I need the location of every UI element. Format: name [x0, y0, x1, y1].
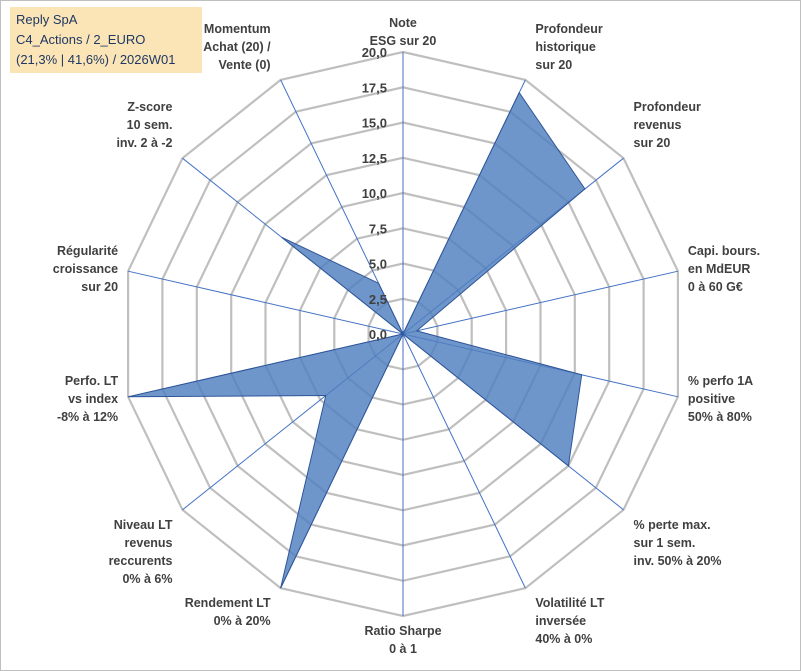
axis-label: Ratio Sharpe 0 à 1	[364, 624, 441, 656]
chart-title-stats: (21,3% | 41,6%) / 2026W01	[16, 52, 176, 67]
axis-label: Momentum Achat (20) / Vente (0)	[203, 22, 271, 72]
tick-label: 20,0	[362, 45, 387, 60]
chart-title-category: C4_Actions / 2_EURO	[16, 32, 146, 47]
axis-label-line: croissance	[53, 262, 118, 276]
axis-label-line: Note	[389, 16, 417, 30]
axis-label-line: Profondeur	[535, 22, 602, 36]
axis-spoke	[402, 333, 526, 589]
axis-label-line: Achat (20) /	[203, 40, 271, 54]
axis-label-line: 0 à 60 G€	[688, 280, 743, 294]
tick-label: 7,5	[369, 221, 387, 236]
axis-label-line: Ratio Sharpe	[364, 624, 441, 638]
axis-label: Régularité croissance sur 20	[53, 244, 118, 294]
chart-title-company: Reply SpA	[16, 12, 78, 27]
axis-label: % perfo 1A positive 50% à 80%	[688, 374, 753, 424]
axis-label: Niveau LT revenus reccurents 0% à 6%	[109, 518, 173, 586]
axis-label-line: historique	[535, 40, 595, 54]
axis-label-line: 40% à 0%	[535, 632, 592, 646]
axis-label-line: % perfo 1A	[688, 374, 753, 388]
axis-label-line: Rendement LT	[185, 596, 271, 610]
axis-label: Note ESG sur 20	[370, 16, 437, 48]
axis-label-line: Vente (0)	[218, 58, 270, 72]
axis-labels: Note ESG sur 20 Profondeur historique sur 20…	[53, 16, 760, 656]
axis-label: Capi. bours. en MdEUR 0 à 60 G€	[688, 244, 760, 294]
axis-label: Z-score 10 sem. inv. 2 à -2	[116, 100, 172, 150]
radial-tick-labels: 0,0 2,5 5,0 7,5 10,0 12,5 15,0 17,5 20,0	[362, 45, 387, 342]
chart-title-box: Reply SpA C4_Actions / 2_EURO (21,3% | 4…	[10, 7, 202, 73]
tick-label: 15,0	[362, 116, 387, 131]
axis-label-line: Momentum	[204, 22, 271, 36]
axis-label-line: Volatilité LT	[535, 596, 604, 610]
tick-label: 17,5	[362, 80, 387, 95]
tick-label: 0,0	[369, 327, 387, 342]
axis-label: % perte max. sur 1 sem. inv. 50% à 20%	[634, 518, 722, 568]
axis-label: Volatilité LT inversée 40% à 0%	[535, 596, 604, 646]
axis-label-line: sur 20	[81, 280, 118, 294]
axis-label: Rendement LT 0% à 20%	[185, 596, 271, 628]
axis-label-line: -8% à 12%	[57, 410, 118, 424]
tick-label: 5,0	[369, 257, 387, 272]
axis-label-line: positive	[688, 392, 735, 406]
axis-label-line: % perte max.	[634, 518, 711, 532]
axis-label-line: 0 à 1	[389, 642, 417, 656]
axis-label-line: Z-score	[127, 100, 172, 114]
axis-label-line: en MdEUR	[688, 262, 751, 276]
axis-label-line: sur 1 sem.	[634, 536, 696, 550]
axis-label: Perfo. LT vs index -8% à 12%	[57, 374, 119, 424]
radar-series	[127, 91, 586, 589]
axis-label-line: 50% à 80%	[688, 410, 752, 424]
axis-label-line: inversée	[535, 614, 586, 628]
axis-label-line: inv. 50% à 20%	[634, 554, 722, 568]
axis-spoke	[127, 270, 404, 335]
axis-label-line: reccurents	[109, 554, 173, 568]
axis-label-line: 10 sem.	[127, 118, 173, 132]
axis-label-line: sur 20	[535, 58, 572, 72]
axis-label-line: revenus	[125, 536, 173, 550]
axis-label-line: 0% à 20%	[214, 614, 271, 628]
axis-label-line: Capi. bours.	[688, 244, 760, 258]
axis-spoke	[402, 270, 679, 335]
axis-label-line: 0% à 6%	[122, 572, 172, 586]
axis-label-line: vs index	[68, 392, 118, 406]
axis-label-line: Profondeur	[634, 100, 701, 114]
series-area	[127, 91, 586, 589]
axis-label-line: revenus	[634, 118, 682, 132]
axis-label: Profondeur historique sur 20	[535, 22, 602, 72]
axis-label: Profondeur revenus sur 20	[634, 100, 701, 150]
axis-label-line: inv. 2 à -2	[116, 136, 172, 150]
axis-label-line: ESG sur 20	[370, 34, 437, 48]
tick-label: 10,0	[362, 186, 387, 201]
axis-label-line: Niveau LT	[114, 518, 173, 532]
tick-label: 2,5	[369, 292, 387, 307]
axis-label-line: Régularité	[57, 244, 118, 258]
axis-label-line: sur 20	[634, 136, 671, 150]
axis-label-line: Perfo. LT	[65, 374, 119, 388]
tick-label: 12,5	[362, 151, 387, 166]
